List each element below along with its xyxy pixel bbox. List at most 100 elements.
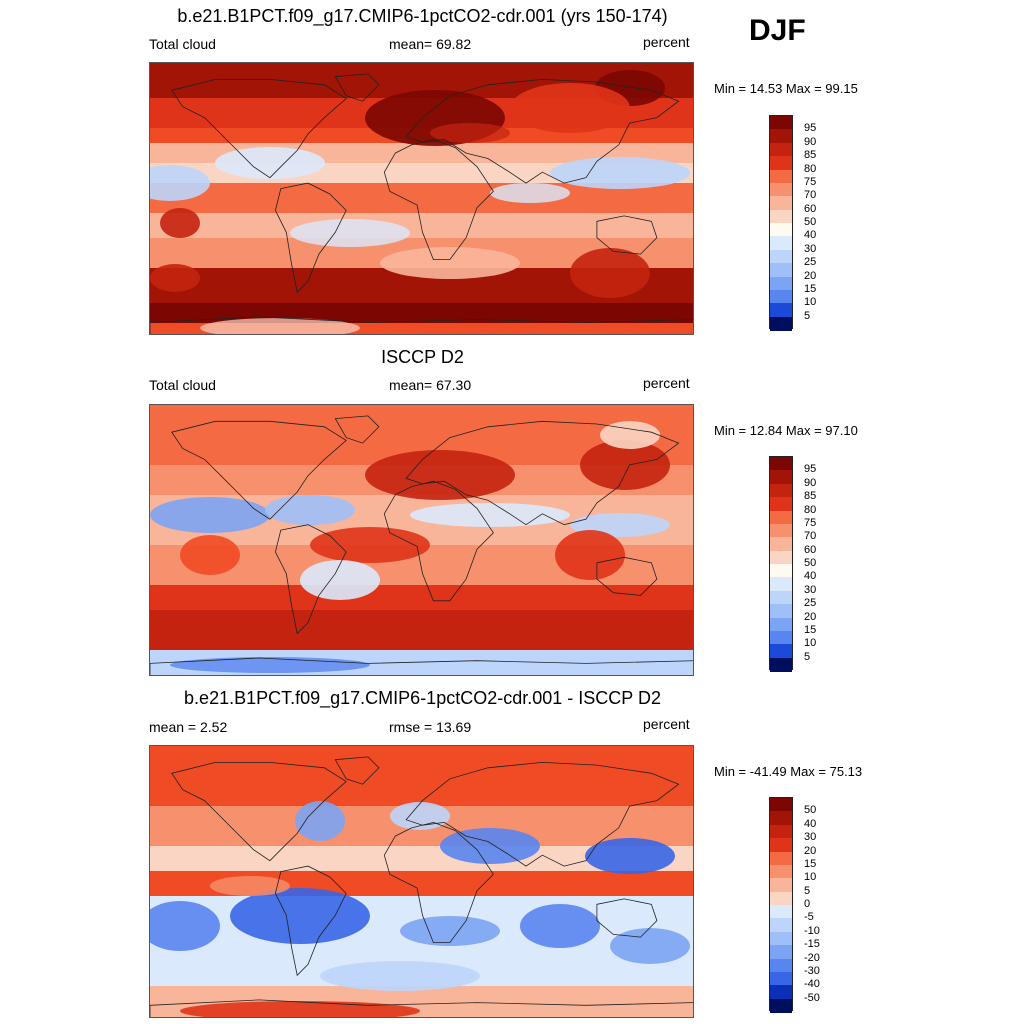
field-region	[210, 876, 290, 896]
season-label: DJF	[749, 14, 806, 47]
colorbar-tick-label: -5	[804, 911, 814, 924]
panel-1-map	[149, 62, 694, 335]
coastline	[596, 898, 658, 938]
field-region	[430, 123, 510, 143]
field-region	[150, 165, 210, 201]
colorbar-tick-label: -30	[804, 964, 820, 977]
field-region	[180, 535, 240, 575]
field-region	[490, 183, 570, 203]
field-region	[380, 247, 520, 279]
panel-1-minmax: Min = 14.53 Max = 99.15	[714, 81, 858, 96]
coastline	[334, 756, 380, 785]
coastline	[334, 415, 380, 444]
colorbar-segment	[770, 644, 792, 659]
colorbar-segment	[770, 590, 792, 605]
colorbar-tick-label: 50	[804, 557, 817, 569]
colorbar-tick-label: -50	[804, 991, 820, 1004]
colorbar-segment	[770, 263, 792, 277]
colorbar-tick-label: 80	[804, 162, 817, 175]
panel-2-minmax: Min = 12.84 Max = 97.10	[714, 423, 858, 438]
colorbar-tick-label: 15	[804, 623, 817, 636]
field-region	[610, 928, 690, 964]
colorbar-segment	[770, 483, 792, 498]
field-region	[265, 495, 355, 525]
colorbar-segment	[770, 196, 792, 211]
colorbar-segment	[770, 945, 792, 959]
panel-1-mean: mean= 69.82	[389, 36, 472, 52]
colorbar-tick-label: 15	[804, 857, 817, 870]
panel-3-units: percent	[643, 716, 690, 732]
colorbar-tick-label: 5	[804, 650, 811, 663]
panel-1-left-label: Total cloud	[149, 36, 216, 52]
colorbar-segment	[770, 931, 792, 946]
coastline	[334, 73, 380, 102]
colorbar-tick-label: 25	[804, 597, 817, 610]
field-region	[520, 904, 600, 948]
field-region	[150, 901, 220, 951]
panel-2-mean: mean= 67.30	[389, 377, 472, 393]
field-region	[295, 801, 345, 841]
field-region	[150, 497, 270, 533]
coastline	[383, 138, 494, 260]
coastline	[171, 79, 347, 179]
coastline	[596, 556, 658, 596]
colorbar-segment	[770, 223, 792, 237]
colorbar-segment	[770, 116, 792, 130]
field-region	[300, 560, 380, 600]
colorbar-segment	[770, 236, 792, 251]
field-region	[400, 916, 500, 946]
colorbar-segment	[770, 497, 792, 511]
colorbar-segment	[770, 851, 792, 866]
panel-3-minmax: Min = -41.49 Max = 75.13	[714, 764, 863, 779]
colorbar-tick-label: -10	[804, 924, 820, 937]
field-region	[585, 838, 675, 874]
colorbar-segment	[770, 142, 792, 157]
colorbar-segment	[770, 169, 792, 184]
panel-1-colorbar	[769, 115, 793, 331]
colorbar-segment	[770, 129, 792, 144]
field-region	[440, 828, 540, 864]
coastline	[171, 762, 347, 862]
field-region	[410, 503, 570, 527]
colorbar-tick-label: 80	[804, 503, 817, 516]
colorbar-tick-label: 30	[804, 583, 817, 596]
colorbar-segment	[770, 798, 792, 812]
colorbar-segment	[770, 523, 792, 538]
colorbar-segment	[770, 182, 792, 197]
colorbar-segment	[770, 657, 792, 672]
colorbar-tick-label: 10	[804, 871, 817, 884]
colorbar-segment	[770, 316, 792, 331]
colorbar-segment	[770, 604, 792, 618]
colorbar-segment	[770, 209, 792, 224]
colorbar-tick-label: 60	[804, 202, 817, 215]
colorbar-tick-label: 25	[804, 256, 817, 269]
colorbar-segment	[770, 630, 792, 645]
colorbar-segment	[770, 905, 792, 919]
colorbar-tick-label: -15	[804, 938, 820, 951]
field-region	[290, 219, 410, 247]
colorbar-segment	[770, 985, 792, 1000]
colorbar-segment	[770, 577, 792, 592]
colorbar-tick-label: 75	[804, 175, 817, 188]
colorbar-tick-label: 70	[804, 530, 817, 543]
field-region	[510, 83, 630, 133]
colorbar-tick-label: 50	[804, 804, 817, 817]
field-band	[150, 303, 693, 323]
coastline	[150, 999, 693, 1017]
panel-1-title: b.e21.B1PCT.f09_g17.CMIP6-1pctCO2-cdr.00…	[177, 6, 668, 26]
coastline	[405, 420, 680, 526]
colorbar-segment	[770, 824, 792, 839]
panel-3-title: b.e21.B1PCT.f09_g17.CMIP6-1pctCO2-cdr.00…	[184, 688, 661, 708]
colorbar-tick-label: 85	[804, 490, 817, 503]
coastline	[405, 78, 680, 184]
colorbar-segment	[770, 276, 792, 291]
colorbar-segment	[770, 918, 792, 933]
panel-1-units: percent	[643, 34, 690, 50]
colorbar-segment	[770, 470, 792, 485]
colorbar-segment	[770, 971, 792, 986]
colorbar-tick-label: 30	[804, 242, 817, 255]
colorbar-tick-label: 20	[804, 269, 817, 282]
coastline	[274, 182, 347, 294]
coastline	[383, 480, 494, 602]
colorbar-tick-label: 95	[804, 463, 817, 476]
